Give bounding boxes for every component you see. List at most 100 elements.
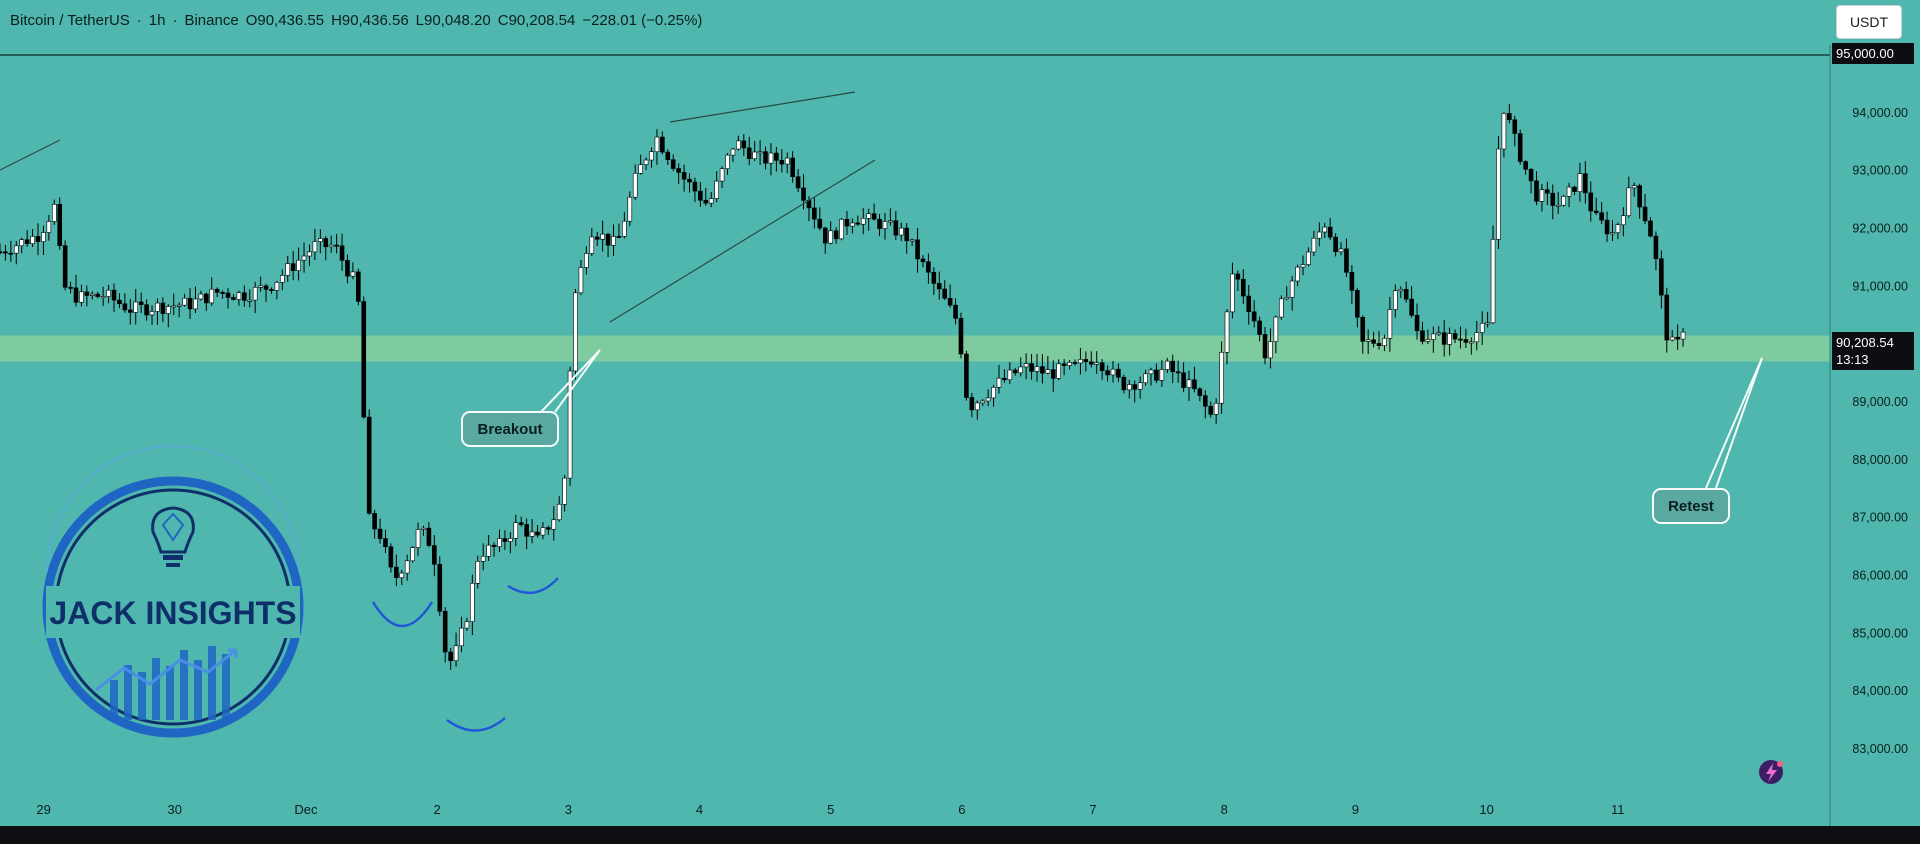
y-tick-label: 84,000.00 xyxy=(1852,684,1908,698)
candle xyxy=(1295,264,1300,287)
bear-candle-body xyxy=(1414,314,1420,332)
candle xyxy=(741,134,747,157)
candle xyxy=(1126,379,1132,399)
x-tick-label: 11 xyxy=(1611,802,1625,817)
logo-bar xyxy=(110,680,118,720)
bull-candle-body xyxy=(866,213,871,219)
symbol-name[interactable]: Bitcoin / TetherUS xyxy=(10,11,130,29)
candle xyxy=(1279,295,1284,320)
bear-candle-body xyxy=(1588,192,1594,212)
candle xyxy=(616,223,622,238)
candle xyxy=(736,135,741,151)
bear-candle-body xyxy=(660,136,665,153)
candle xyxy=(410,546,415,563)
bear-candle-body xyxy=(377,528,383,539)
bear-candle-body xyxy=(269,289,274,291)
breakout-callout[interactable]: Breakout xyxy=(461,411,559,447)
bear-candle-body xyxy=(698,190,703,201)
candle xyxy=(915,228,920,273)
candle xyxy=(426,522,432,548)
candle xyxy=(1648,217,1653,238)
bull-candle-body xyxy=(1273,316,1279,342)
candle xyxy=(117,293,122,309)
bear-candle-body xyxy=(84,291,90,296)
interval-label[interactable]: 1h xyxy=(148,11,166,29)
candle xyxy=(459,616,464,653)
bull-candle-body xyxy=(1056,363,1062,379)
bull-candle-body xyxy=(1034,366,1040,372)
bear-candle-body xyxy=(426,527,432,546)
bull-candle-body xyxy=(1300,264,1306,268)
bear-candle-body xyxy=(1050,369,1056,379)
candle xyxy=(160,297,166,323)
bull-candle-body xyxy=(1496,148,1501,240)
candle xyxy=(35,223,41,256)
candle xyxy=(909,238,915,246)
bear-candle-body xyxy=(833,230,839,240)
bear-candle-body xyxy=(437,563,443,612)
candle xyxy=(1572,185,1577,195)
bear-candle-body xyxy=(1528,168,1534,182)
candle xyxy=(1050,360,1056,392)
candle xyxy=(1202,390,1208,419)
retest-callout[interactable]: Retest xyxy=(1652,488,1730,524)
bull-candle-body xyxy=(46,221,52,233)
bear-candle-body xyxy=(1550,192,1556,206)
candle xyxy=(920,255,926,268)
candle xyxy=(676,163,681,184)
bull-candle-body xyxy=(1322,226,1328,233)
currency-button[interactable]: USDT xyxy=(1836,5,1902,39)
candle xyxy=(1268,328,1273,369)
candle xyxy=(1371,332,1376,348)
candle xyxy=(871,203,877,221)
bear-candle-body xyxy=(763,151,768,164)
candle xyxy=(356,268,361,306)
channel-top-line xyxy=(669,91,856,123)
candle xyxy=(1431,326,1436,353)
bear-candle-body xyxy=(73,287,79,303)
bull-candle-body xyxy=(1186,379,1192,388)
candle xyxy=(214,287,220,298)
candle xyxy=(768,143,774,176)
bull-candle-body xyxy=(274,281,280,291)
candle xyxy=(247,289,253,308)
candle xyxy=(1610,220,1615,241)
candle xyxy=(366,409,372,515)
candle xyxy=(578,260,584,296)
candle xyxy=(882,212,888,240)
bull-candle-body xyxy=(725,154,730,170)
bull-candle-body xyxy=(757,151,763,154)
candle xyxy=(725,153,730,175)
arrow-icon xyxy=(228,648,238,658)
logo-bar xyxy=(222,654,230,720)
bull-candle-body xyxy=(513,522,519,539)
candle xyxy=(1463,328,1469,349)
bull-candle-body xyxy=(247,299,253,302)
bear-candle-body xyxy=(1072,362,1078,364)
candle xyxy=(193,286,198,314)
bear-candle-body xyxy=(1463,339,1469,343)
bear-candle-body xyxy=(491,544,497,547)
bear-candle-body xyxy=(111,289,117,301)
bear-candle-body xyxy=(942,288,947,299)
candle xyxy=(947,284,953,308)
candle xyxy=(1479,311,1485,346)
low-value: L90,048.20 xyxy=(415,11,491,29)
bear-candle-body xyxy=(366,416,372,514)
candle xyxy=(269,287,274,294)
candle xyxy=(1420,321,1425,345)
bull-candle-body xyxy=(839,218,844,240)
candle xyxy=(1539,183,1545,212)
lightbulb-icon xyxy=(151,506,195,567)
change-value: −228.01 (−0.25%) xyxy=(582,11,703,29)
bull-candle-body xyxy=(1610,232,1615,235)
candle xyxy=(600,220,605,252)
candle xyxy=(51,199,57,225)
separator-dot: · xyxy=(136,11,142,29)
bear-candle-body xyxy=(915,239,920,260)
bear-candle-body xyxy=(1040,366,1045,374)
candle xyxy=(285,255,291,282)
candle xyxy=(415,522,421,556)
bear-candle-body xyxy=(1452,333,1458,340)
